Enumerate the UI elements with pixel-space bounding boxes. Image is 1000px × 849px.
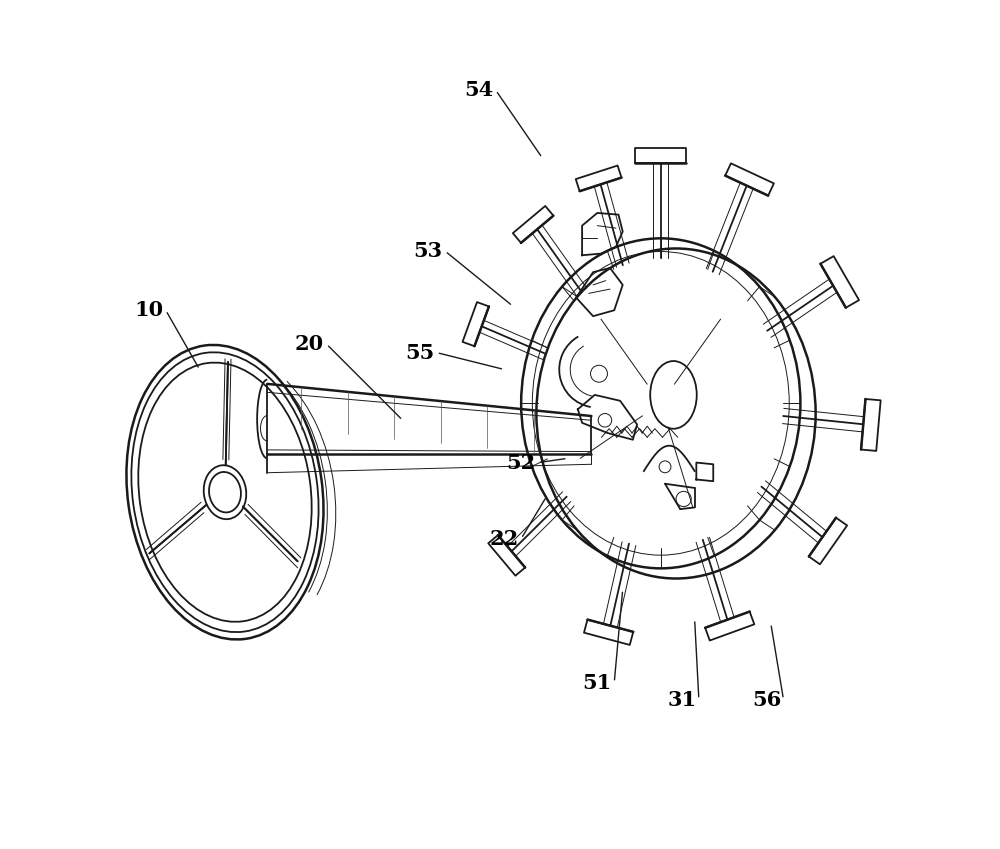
Text: 20: 20 bbox=[295, 335, 324, 354]
Text: 55: 55 bbox=[405, 342, 434, 363]
Text: 54: 54 bbox=[464, 81, 493, 100]
Text: 56: 56 bbox=[752, 689, 781, 710]
Text: 31: 31 bbox=[667, 689, 697, 710]
Text: 51: 51 bbox=[583, 672, 612, 693]
Text: 22: 22 bbox=[490, 529, 519, 548]
Text: 52: 52 bbox=[507, 453, 536, 473]
Text: 10: 10 bbox=[134, 301, 163, 320]
Text: 53: 53 bbox=[414, 241, 443, 261]
